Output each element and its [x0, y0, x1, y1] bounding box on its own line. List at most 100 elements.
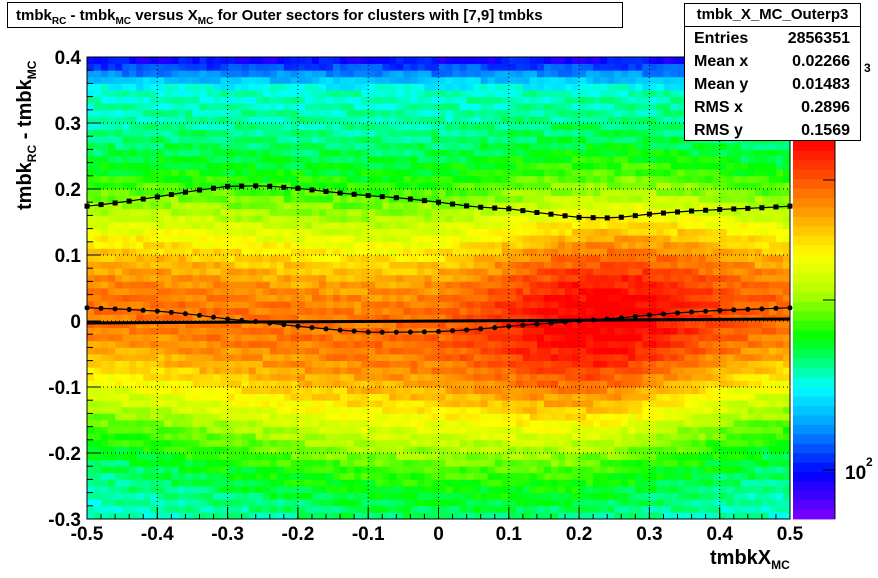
heatmap-cell — [403, 413, 411, 421]
heatmap-cell — [262, 248, 271, 256]
heatmap-cell — [87, 63, 95, 71]
heatmap-cell — [459, 433, 468, 441]
heatmap-cell — [558, 76, 566, 84]
heatmap-cell — [115, 261, 123, 269]
heatmap-cell — [375, 228, 383, 236]
heatmap-cell — [269, 453, 278, 460]
heatmap-cell — [241, 235, 250, 243]
heatmap-cell — [164, 380, 172, 388]
heatmap-cell — [403, 189, 411, 196]
heatmap-cell — [424, 288, 432, 295]
heatmap-cell — [382, 406, 390, 414]
heatmap-cell — [572, 235, 580, 243]
heatmap-cell — [536, 241, 545, 249]
heatmap-cell — [543, 248, 552, 256]
heatmap-cell — [290, 189, 299, 196]
heatmap-cell — [129, 261, 137, 269]
heatmap-cell — [311, 162, 320, 170]
heatmap-cell — [206, 70, 214, 78]
heatmap-cell — [185, 294, 193, 302]
heatmap-cell — [494, 222, 503, 229]
heatmap-cell — [565, 288, 573, 295]
heatmap-cell — [361, 83, 369, 91]
heatmap-cell — [248, 202, 257, 210]
heatmap-cell — [361, 400, 369, 408]
heatmap-cell — [417, 268, 425, 276]
heatmap-cell — [283, 142, 292, 150]
heatmap-cell — [452, 472, 460, 480]
heatmap-cell — [326, 169, 334, 177]
heatmap-cell — [199, 360, 207, 368]
heatmap-cell — [220, 83, 228, 91]
heatmap-cell — [494, 281, 503, 289]
heatmap-cell — [192, 182, 200, 190]
heatmap-cell — [157, 57, 165, 64]
heatmap-cell — [178, 215, 186, 223]
heatmap-cell — [501, 486, 510, 493]
heatmap-cell — [361, 248, 369, 256]
heatmap-cell — [143, 400, 151, 408]
heatmap-cell — [108, 505, 116, 513]
heatmap-cell — [178, 175, 186, 183]
heatmap-cell — [501, 215, 510, 223]
heatmap-cell — [213, 281, 221, 289]
heatmap-cell — [417, 103, 425, 111]
heatmap-cell — [396, 492, 404, 500]
heatmap-cell — [368, 472, 376, 480]
heatmap-cell — [304, 459, 313, 467]
heatmap-cell — [290, 235, 299, 243]
heatmap-cell — [283, 248, 292, 256]
heatmap-cell — [157, 380, 165, 388]
heatmap-cell — [452, 453, 460, 460]
heatmap-cell — [227, 472, 236, 480]
heatmap-cell — [115, 208, 123, 216]
heatmap-cell — [473, 281, 482, 289]
heatmap-cell — [171, 261, 179, 269]
heatmap-cell — [417, 222, 425, 229]
heatmap-cell — [199, 136, 207, 144]
heatmap-cell — [164, 255, 172, 262]
heatmap-cell — [171, 123, 179, 130]
heatmap-cell — [136, 446, 144, 454]
heatmap-cell — [276, 512, 285, 520]
heatmap-cell — [262, 175, 271, 183]
heatmap-cell — [94, 466, 102, 474]
heatmap-cell — [157, 162, 165, 170]
heatmap-cell — [543, 169, 552, 177]
heatmap-cell — [311, 169, 320, 177]
heatmap-cell — [410, 446, 418, 454]
heatmap-cell — [255, 373, 264, 381]
heatmap-cell — [136, 222, 144, 229]
heatmap-cell — [403, 294, 411, 302]
heatmap-cell — [361, 70, 369, 78]
heatmap-cell — [283, 228, 292, 236]
heatmap-cell — [473, 472, 482, 480]
heatmap-cell — [466, 354, 475, 361]
heatmap-cell — [410, 96, 418, 104]
heatmap-cell — [403, 373, 411, 381]
heatmap-cell — [417, 334, 425, 342]
heatmap-cell — [157, 268, 165, 276]
heatmap-cell — [185, 202, 193, 210]
heatmap-cell — [255, 334, 264, 342]
heatmap-cell — [375, 268, 383, 276]
heatmap-cell — [178, 156, 186, 163]
heatmap-cell — [311, 116, 320, 124]
heatmap-cell — [143, 123, 151, 130]
heatmap-cell — [579, 103, 587, 111]
heatmap-cell — [572, 149, 580, 157]
heatmap-cell — [431, 248, 439, 256]
heatmap-cell — [178, 499, 186, 507]
heatmap-cell — [136, 169, 144, 177]
heatmap-cell — [157, 222, 165, 229]
heatmap-cell — [396, 162, 404, 170]
heatmap-cell — [129, 57, 137, 64]
heatmap-cell — [220, 123, 228, 130]
heatmap-cell — [101, 492, 109, 500]
heatmap-cell — [115, 373, 123, 381]
heatmap-cell — [347, 354, 355, 361]
heatmap-cell — [164, 439, 172, 447]
heatmap-cell — [396, 96, 404, 104]
heatmap-cell — [586, 413, 594, 421]
heatmap-cell — [515, 413, 524, 421]
